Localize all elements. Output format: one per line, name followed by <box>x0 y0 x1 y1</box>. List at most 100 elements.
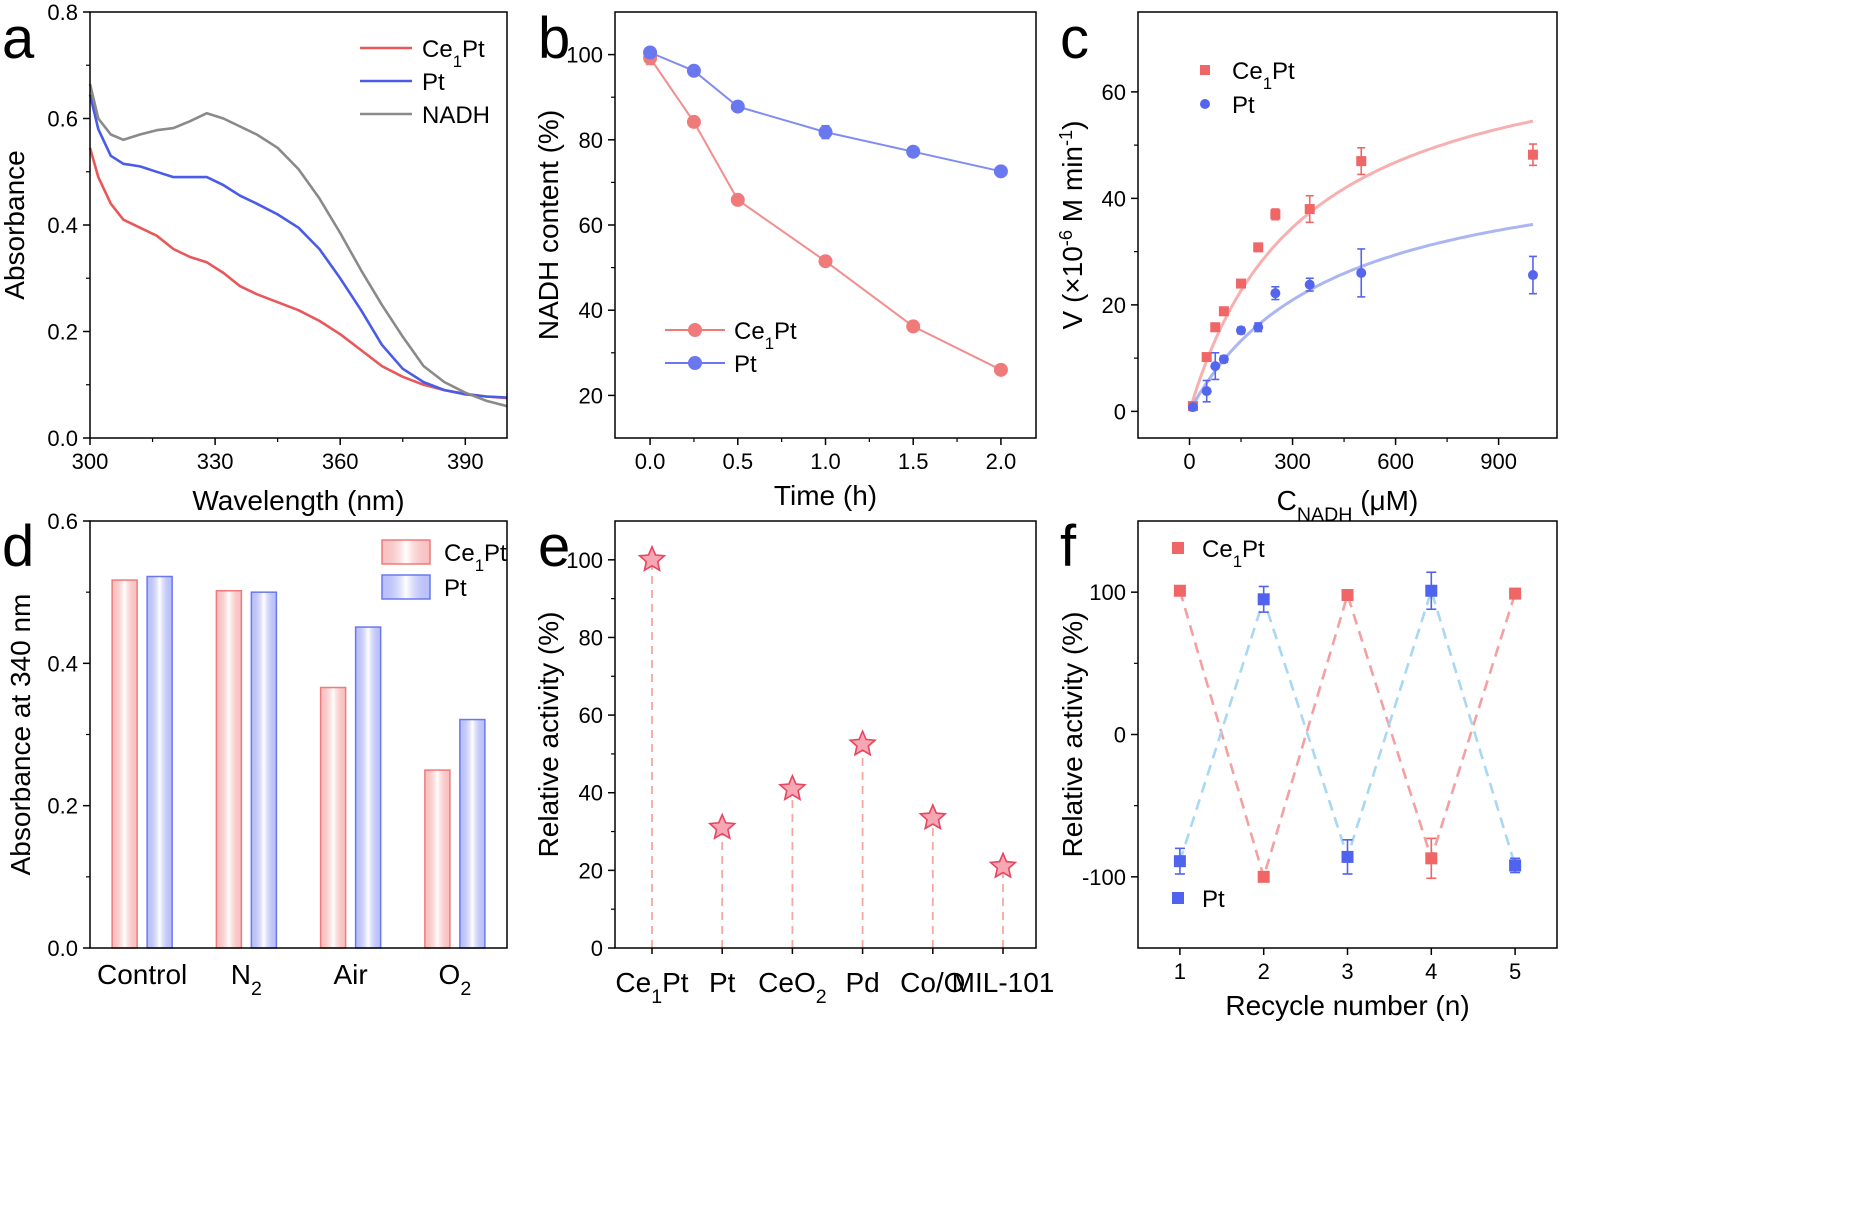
category-label-main: Control <box>97 959 187 990</box>
legend-label-sub: 1 <box>453 52 462 71</box>
y-tick-label: 0.4 <box>47 213 78 238</box>
x-axis-label: Recycle number (n) <box>1225 990 1469 1021</box>
legend-label-sub: 1 <box>475 556 484 575</box>
legend-label-main: Pt <box>422 69 445 96</box>
data-point-ce1pt <box>1356 156 1367 167</box>
x-tick-label: 2.0 <box>986 449 1017 474</box>
y-tick-label: 100 <box>566 43 603 68</box>
star-marker <box>848 729 877 757</box>
data-point-pt <box>730 99 745 114</box>
y-tick-label: 0.6 <box>47 107 78 132</box>
plot-frame <box>1137 11 1558 439</box>
y-tick-label: -100 <box>1082 865 1126 890</box>
data-point-pt <box>1218 354 1229 365</box>
category-label-tail: Pt <box>662 967 689 998</box>
category-label: Co/O <box>900 967 965 998</box>
y-tick-label: 0 <box>1114 723 1126 748</box>
x-tick-label: 900 <box>1480 449 1517 474</box>
y-label-sup: -1 <box>1056 130 1076 146</box>
y-tick-label: 20 <box>579 858 603 883</box>
x-tick-label: 0.5 <box>722 449 753 474</box>
y-tick-label: 80 <box>579 128 603 153</box>
data-point-ce1pt <box>906 319 921 334</box>
legend-marker <box>1172 542 1184 554</box>
data-point-ce1pt <box>1201 352 1212 363</box>
data-point-pt <box>1341 850 1354 863</box>
y-tick-label: 0 <box>1114 399 1126 424</box>
x-axis-label: CNADH (μM) <box>1277 485 1419 526</box>
data-point-ce1pt <box>1173 584 1186 597</box>
legend-label-sub: 1 <box>1263 74 1272 93</box>
series-line-pt <box>88 94 508 399</box>
panel-letter: c <box>1060 6 1089 71</box>
series-line-pt <box>649 51 1002 173</box>
bar-pt <box>146 575 173 949</box>
data-point-ce1pt <box>1527 149 1538 160</box>
panel-letter: f <box>1060 514 1077 579</box>
data-point-pt <box>1509 859 1522 872</box>
bar-ce1pt <box>111 579 138 949</box>
legend-label-main: Ce <box>444 540 475 567</box>
data-point-pt <box>993 164 1008 179</box>
category-label-sub: 2 <box>816 986 827 1008</box>
x-tick-label: 0.0 <box>635 449 666 474</box>
x-tick-label: 1.5 <box>898 449 929 474</box>
plot-frame <box>1137 520 1558 949</box>
legend-swatch <box>381 574 431 600</box>
y-axis-label: Relative activity (%) <box>533 612 564 858</box>
data-point-ce1pt <box>686 114 701 129</box>
y-tick-label: 60 <box>579 213 603 238</box>
legend-label-sub: 1 <box>1233 552 1242 571</box>
data-point-pt <box>643 45 658 60</box>
data-point-ce1pt <box>1218 306 1229 317</box>
star-marker <box>778 773 807 802</box>
legend-label: Pt <box>734 351 757 378</box>
y-tick-label: 80 <box>579 625 603 650</box>
star-marker <box>988 851 1018 879</box>
legend-label-tail: Pt <box>484 540 507 567</box>
panel-letter: d <box>2 514 34 579</box>
legend-label: Pt <box>422 69 445 96</box>
data-point-ce1pt <box>993 362 1008 377</box>
data-point-pt <box>1304 279 1315 290</box>
y-label-mid: M min <box>1057 146 1088 230</box>
legend-label: Pt <box>1232 92 1255 119</box>
legend-label: Pt <box>1202 886 1225 913</box>
x-tick-label: 0 <box>1183 449 1195 474</box>
x-tick-label: 300 <box>72 449 109 474</box>
data-point-ce1pt <box>1257 870 1270 883</box>
star-marker <box>707 812 737 840</box>
x-axis-label-tail: (μM) <box>1352 485 1418 516</box>
y-tick-label: 40 <box>579 781 603 806</box>
data-point-pt <box>1201 386 1212 397</box>
panel-f: f -100 0 100 1 2 3 4 5 Relative activity (%) Recyc… <box>1057 514 1558 1021</box>
legend-label-main: Pt <box>1232 92 1255 119</box>
y-axis-label: NADH content (%) <box>533 110 564 340</box>
category-label-main: Pd <box>845 967 879 998</box>
panel-letter: e <box>538 514 570 579</box>
category-label-main: CeO <box>758 967 816 998</box>
legend-label-main: Ce <box>422 36 453 63</box>
data-point-pt <box>1253 322 1264 333</box>
y-tick-label: 40 <box>1102 186 1126 211</box>
x-axis-label: Wavelength (nm) <box>192 485 404 516</box>
legend-label-tail: Pt <box>1242 536 1265 563</box>
data-point-ce1pt <box>1210 322 1221 333</box>
y-tick-label: 0.4 <box>47 651 78 676</box>
x-tick-label: 4 <box>1425 959 1437 984</box>
data-point-pt <box>1173 855 1186 868</box>
legend-label-main: Ce <box>1232 58 1263 85</box>
category-label: MIL-101 <box>952 967 1055 998</box>
category-label-main: Pt <box>709 967 736 998</box>
x-tick-label: 330 <box>197 449 234 474</box>
y-axis-label: Relative activity (%) <box>1057 612 1088 858</box>
y-tick-label: 100 <box>566 548 603 573</box>
data-point-ce1pt <box>1253 242 1264 253</box>
series-line-ce1pt <box>649 57 1002 371</box>
x-tick-label: 360 <box>322 449 359 474</box>
data-point-pt <box>1270 288 1281 299</box>
data-point-ce1pt <box>1509 587 1522 600</box>
legend-marker <box>1200 65 1210 75</box>
